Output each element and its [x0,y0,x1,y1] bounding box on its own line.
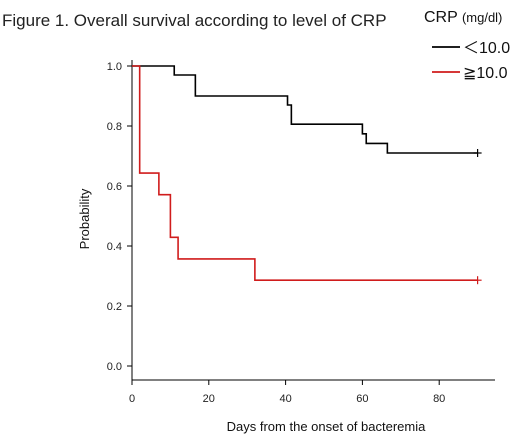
legend-title: CRP (mg/dl) [424,9,502,26]
x-ticks: 0 20 40 60 80 [129,380,445,405]
censor-mark [473,149,482,157]
series-line-1 [132,65,478,154]
y-tick-label: 0.2 [107,301,122,313]
series-layer [132,65,482,285]
x-axis-label: Days from the onset of bacteremia [227,419,426,434]
y-tick-label: 0.6 [107,181,122,193]
x-tick-label: 20 [203,393,215,405]
censor-mark [473,276,482,285]
x-tick-label: 60 [356,393,368,405]
legend-label-2: ≧10.0 [463,65,508,82]
legend-title-main: CRP [424,9,462,26]
legend-label-1: ＜10.0 [463,40,510,57]
series-line-2 [132,65,478,281]
plot-axes [131,60,495,381]
legend-title-unit: (mg/dl) [462,10,502,25]
y-tick-label: 0.8 [107,121,122,133]
figure-title: Figure 1. Overall survival according to … [2,11,387,30]
legend: ＜10.0 ≧10.0 [432,40,510,82]
x-tick-label: 80 [433,393,445,405]
y-tick-label: 0.0 [107,361,122,373]
y-tick-label: 0.4 [107,241,122,253]
y-tick-label: 1.0 [107,61,122,73]
y-axis-label: Probability [77,188,92,249]
x-tick-label: 0 [129,393,135,405]
y-ticks: 0.0 0.2 0.4 0.6 0.8 1.0 [107,61,132,373]
x-tick-label: 40 [279,393,291,405]
